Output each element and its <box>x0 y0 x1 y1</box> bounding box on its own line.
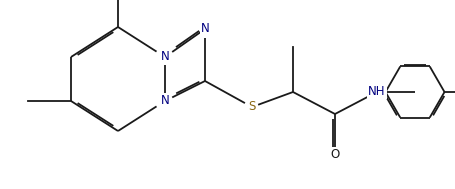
Text: N: N <box>200 22 209 36</box>
Text: N: N <box>160 94 169 108</box>
Text: S: S <box>248 101 255 114</box>
Text: O: O <box>330 147 339 160</box>
Text: NH: NH <box>368 85 385 98</box>
Text: N: N <box>160 50 169 64</box>
